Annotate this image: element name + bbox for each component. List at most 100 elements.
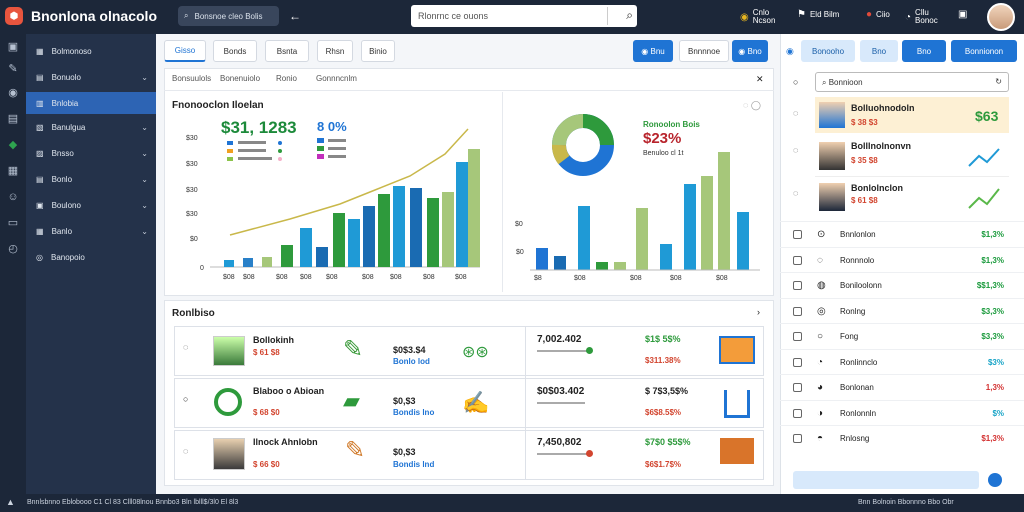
calendar-action[interactable]: ▣ bbox=[958, 9, 967, 20]
right-list-row[interactable]: ○ Fong $3,3% bbox=[780, 323, 1024, 349]
radio-icon[interactable]: ◌ bbox=[793, 188, 799, 198]
right-button-3[interactable]: Bonnionon bbox=[951, 40, 1017, 62]
radio-icon[interactable]: ○ bbox=[183, 394, 189, 404]
circle-icon[interactable]: ◉ bbox=[786, 46, 794, 56]
tab-1[interactable]: Bonds bbox=[213, 40, 257, 62]
close-icon[interactable]: ✕ bbox=[756, 74, 764, 84]
x-tick: $08 bbox=[223, 274, 235, 281]
flag-action[interactable]: ⚑ Eld Bilm bbox=[797, 9, 839, 20]
right-button-0[interactable]: Bonooho bbox=[801, 40, 855, 62]
avatar bbox=[214, 388, 242, 416]
globe-icon[interactable]: ◉ bbox=[8, 87, 18, 99]
sidebar-item-0[interactable]: ▦ Bolmonoso bbox=[26, 40, 156, 62]
send-icon[interactable] bbox=[988, 473, 1002, 487]
subtab-3[interactable]: Gonnncnlm bbox=[316, 74, 357, 83]
divider bbox=[502, 92, 503, 292]
chart2-svg: $0 $0 $8 $08 $08 $08 $08 bbox=[515, 152, 760, 282]
radio-icon[interactable]: ◌ bbox=[183, 342, 189, 352]
right-list-row[interactable]: ◍ Boniloolonn $$1,3% bbox=[780, 272, 1024, 298]
tab-3[interactable]: Rhsn bbox=[317, 40, 353, 62]
right-button-1[interactable]: Bno bbox=[860, 40, 898, 62]
sidebar-item-8[interactable]: ◎ Banopoio bbox=[26, 246, 156, 268]
sidebar-item-3[interactable]: ▧ Banulgua ⌄ bbox=[26, 116, 156, 138]
chart2-value: $23% bbox=[643, 130, 682, 147]
monitor-icon[interactable]: ▭ bbox=[7, 217, 19, 229]
wrench-icon[interactable]: ✎ bbox=[8, 63, 18, 75]
tab-0[interactable]: Gisso bbox=[164, 40, 206, 62]
x-tick: $08 bbox=[300, 274, 312, 281]
bot-icon[interactable]: ☺ bbox=[7, 191, 19, 203]
right-search-input[interactable]: ⌕ Bonnioon ↻ bbox=[815, 72, 1009, 92]
sidebar-item-5[interactable]: ▤ Bonlo ⌄ bbox=[26, 168, 156, 190]
sidebar-item-2[interactable]: ▥ Bnlobia bbox=[26, 92, 156, 114]
bottom-input[interactable] bbox=[793, 471, 979, 489]
card[interactable] bbox=[815, 135, 1009, 177]
icon-rail: ▣ ✎ ◉ ▤ ◆ ▦ ☺ ▭ ◴ bbox=[0, 34, 26, 494]
settings-icon[interactable]: ◌ ◯ bbox=[743, 100, 761, 110]
radio-icon[interactable]: ◌ bbox=[793, 145, 799, 155]
plug-icon[interactable]: ◆ bbox=[8, 139, 18, 151]
checkbox[interactable] bbox=[793, 230, 802, 239]
row-change-sub: $6$8.5$% bbox=[645, 408, 682, 417]
checkbox[interactable] bbox=[793, 408, 802, 418]
radio-icon[interactable]: ○ bbox=[793, 77, 799, 87]
checkbox[interactable] bbox=[793, 281, 802, 290]
subtab-1[interactable]: Bonenuiolo bbox=[220, 74, 261, 83]
action-button-2[interactable]: ◉ Bno bbox=[732, 40, 768, 62]
box-icon[interactable]: ▦ bbox=[7, 165, 19, 177]
grid-icon[interactable]: ▣ bbox=[7, 41, 19, 53]
list-item[interactable] bbox=[174, 378, 764, 428]
card-sub: $ 35 $8 bbox=[851, 156, 878, 165]
tab-2[interactable]: Bsnta bbox=[265, 40, 309, 62]
checkbox[interactable] bbox=[793, 332, 802, 341]
list-item[interactable] bbox=[174, 430, 764, 480]
subtab-0[interactable]: Bonsuulols bbox=[172, 74, 212, 83]
right-list-row[interactable]: ◑ Ronlonnln $% bbox=[780, 399, 1024, 426]
checkbox[interactable] bbox=[793, 255, 802, 265]
checkbox[interactable] bbox=[793, 357, 802, 367]
more-icon[interactable]: › bbox=[757, 307, 760, 317]
radio-icon[interactable]: ◌ bbox=[793, 108, 799, 118]
chart-action[interactable]: ◔ Cllu Bonoc bbox=[905, 9, 938, 25]
bell-icon: ● bbox=[866, 9, 873, 20]
layer-icon: ▦ bbox=[36, 226, 44, 236]
checkbox[interactable] bbox=[793, 434, 802, 443]
coin-action[interactable]: ◉ Cnlo Ncson bbox=[740, 9, 775, 25]
status-icon: ◑ bbox=[817, 407, 824, 419]
doc-icon[interactable]: ▤ bbox=[7, 113, 19, 125]
sidebar-item-4[interactable]: ▨ Bnsso ⌄ bbox=[26, 142, 156, 164]
card-value: $63 bbox=[975, 108, 999, 124]
right-list-row[interactable]: ◓ Rnlosng $1,3% bbox=[780, 425, 1024, 451]
tab-4[interactable]: Binio bbox=[361, 40, 395, 62]
sidebar-item-label: Banulgua bbox=[51, 122, 86, 132]
chevron-down-icon: ⌄ bbox=[141, 148, 148, 158]
action-button-1[interactable]: Bnnnnoe bbox=[679, 40, 729, 62]
user-avatar[interactable] bbox=[987, 3, 1015, 31]
search-icon[interactable]: ⌕ bbox=[626, 8, 633, 22]
app-logo[interactable]: ⬢ bbox=[5, 7, 23, 25]
y-tick: $0 bbox=[515, 221, 523, 228]
radio-icon[interactable]: ◌ bbox=[183, 446, 189, 456]
bell-action[interactable]: ● Ciio bbox=[866, 9, 890, 20]
right-button-2[interactable]: Bno bbox=[902, 40, 946, 62]
right-list-row[interactable]: ◌ Ronnnolo $1,3% bbox=[780, 246, 1024, 273]
sidebar-item-label: Bnsso bbox=[51, 148, 74, 158]
action-button-0[interactable]: ◉ Bnu bbox=[633, 40, 673, 62]
sidebar-item-6[interactable]: ▣ Boulono ⌄ bbox=[26, 194, 156, 216]
clock-icon[interactable]: ◴ bbox=[8, 243, 18, 255]
list-item[interactable] bbox=[174, 326, 764, 376]
chart1-big-value: $31, 1283 bbox=[221, 118, 297, 137]
checkbox[interactable] bbox=[793, 306, 802, 316]
card-highlight[interactable] bbox=[815, 97, 1009, 133]
back-arrow-icon[interactable]: ← bbox=[289, 9, 301, 23]
right-list-row[interactable]: ◔ Ronlinnclo $3% bbox=[780, 348, 1024, 375]
checkbox[interactable] bbox=[793, 383, 802, 392]
right-list-row[interactable]: ◎ Ronlng $3,3% bbox=[780, 297, 1024, 324]
top-tab[interactable]: ⌕ Bonsnoe cleo Bolis bbox=[178, 6, 279, 26]
subtab-2[interactable]: Ronio bbox=[276, 74, 297, 83]
sidebar-item-1[interactable]: ▤ Bonuolo ⌄ bbox=[26, 66, 156, 88]
right-list-row[interactable]: ◕ Bonlonan 1,3% bbox=[780, 374, 1024, 400]
sidebar-item-7[interactable]: ▦ Banlo ⌄ bbox=[26, 220, 156, 242]
search-input[interactable]: Rlonrnc ce ouons ⌕ bbox=[411, 5, 637, 27]
right-list-row[interactable]: ⊙ Bnnlonlon $1,3% bbox=[780, 221, 1024, 247]
